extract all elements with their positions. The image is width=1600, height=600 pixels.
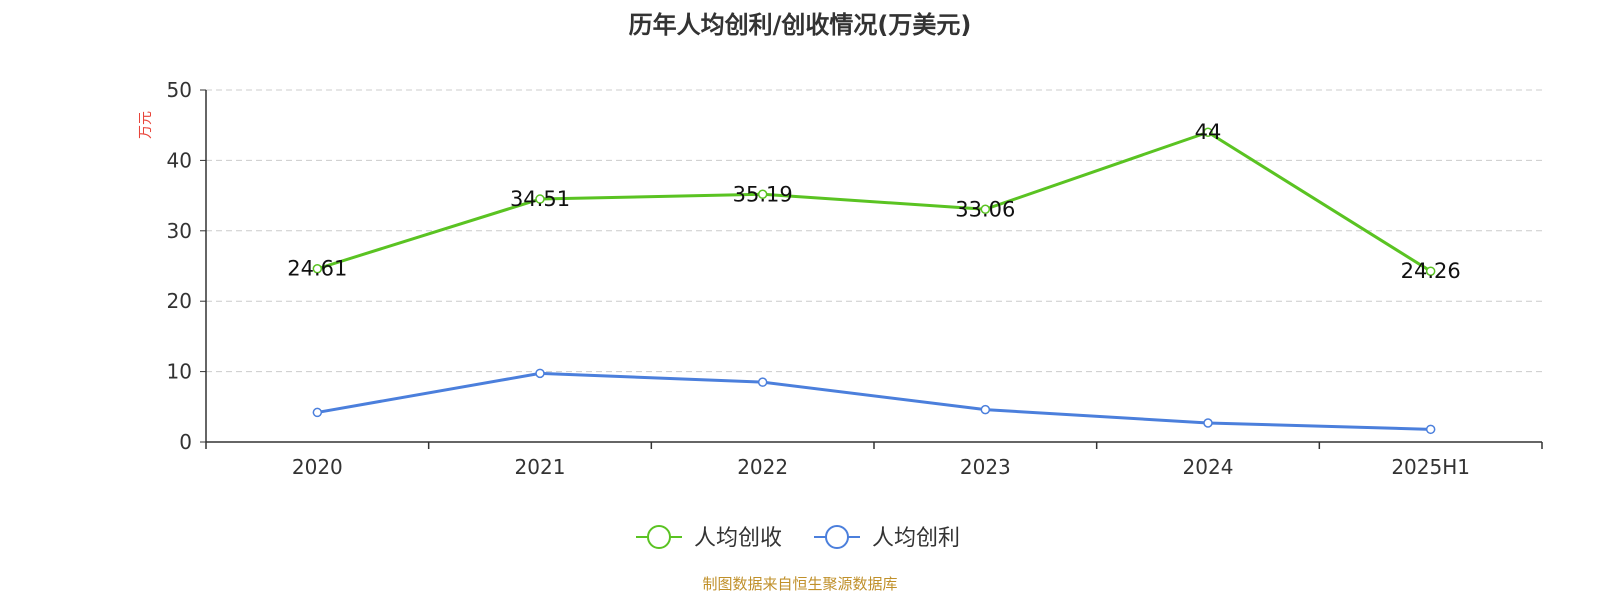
x-tick-label: 2023: [960, 455, 1011, 479]
legend-label: 人均创收: [694, 526, 782, 551]
data-point[interactable]: [535, 194, 545, 204]
data-point[interactable]: [980, 204, 991, 215]
data-point[interactable]: [312, 263, 323, 274]
y-tick-label: 0: [179, 430, 192, 454]
data-label: 33.06: [955, 197, 1015, 221]
data-label: 34.51: [510, 187, 570, 211]
data-point[interactable]: [1425, 266, 1436, 276]
legend-circle-icon: [825, 525, 849, 549]
series-line: [317, 371, 1431, 431]
x-tick-label: 2025H1: [1391, 455, 1470, 479]
chart-title: 历年人均创利/创收情况(万美元): [629, 11, 972, 39]
data-point[interactable]: [1203, 127, 1213, 137]
data-label: 44: [1195, 120, 1222, 144]
data-label: 24.61: [287, 257, 347, 281]
data-point[interactable]: [1203, 418, 1213, 428]
series-2: [312, 368, 1436, 435]
y-tick-label: 20: [167, 289, 192, 313]
legend[interactable]: 人均创收 人均创利: [636, 525, 960, 551]
x-tick-label: 2024: [1183, 455, 1234, 479]
data-label: 24.26: [1401, 259, 1461, 283]
y-tick-label: 30: [167, 219, 192, 243]
source-note: 制图数据来自恒生聚源数据库: [702, 575, 897, 593]
series-1: 24.61 34.51 35.19 33.06 44 24.26: [287, 120, 1460, 283]
x-tick-label: 2022: [737, 455, 788, 479]
series-layer: 24.61 34.51 35.19 33.06 44 24.26: [287, 120, 1461, 435]
x-tick-label: 2020: [292, 455, 343, 479]
axes: 0 10 20 30 40 50 2020 2021 2022 2023 2024 2025H1: [167, 78, 1543, 479]
data-point[interactable]: [757, 189, 768, 200]
y-tick-label: 50: [167, 78, 192, 102]
y-tick-label: 10: [167, 360, 192, 384]
legend-item[interactable]: 人均创利: [814, 525, 960, 551]
legend-circle-icon: [647, 525, 671, 549]
y-axis-label: 万元: [138, 111, 154, 139]
data-point[interactable]: [1425, 424, 1436, 435]
data-point[interactable]: [312, 407, 323, 418]
series-line: [316, 130, 1432, 273]
data-label: 35.19: [733, 182, 793, 206]
data-point[interactable]: [980, 404, 991, 415]
legend-item[interactable]: 人均创收: [636, 525, 782, 551]
grid-lines: [206, 89, 1542, 373]
legend-label: 人均创利: [872, 526, 960, 551]
y-tick-label: 40: [167, 148, 192, 172]
data-point[interactable]: [757, 377, 768, 387]
x-tick-label: 2021: [515, 455, 566, 479]
data-point[interactable]: [535, 368, 545, 379]
